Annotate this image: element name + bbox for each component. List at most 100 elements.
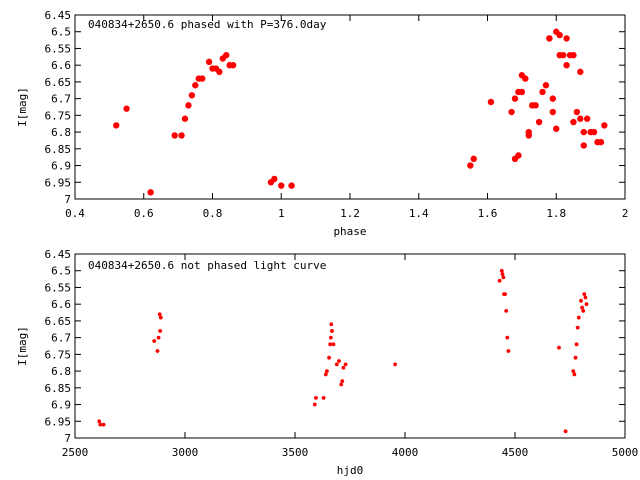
x-tick-label: 5000 (612, 446, 639, 459)
data-point (497, 278, 502, 283)
data-point (559, 51, 567, 59)
y-tick-label: 6.45 (45, 9, 72, 22)
data-point (205, 58, 213, 66)
x-tick-label: 1.6 (478, 207, 498, 220)
data-point (467, 162, 474, 169)
data-point (584, 302, 589, 307)
y-tick-label: 6.75 (45, 109, 72, 122)
data-point (570, 118, 577, 126)
data-point (343, 362, 348, 367)
y-tick-label: 6.65 (45, 76, 72, 89)
data-point (156, 335, 161, 340)
y-tick-label: 6.5 (51, 26, 71, 39)
x-tick-label: 2 (622, 207, 629, 220)
data-point (501, 275, 506, 280)
data-point (188, 92, 196, 99)
y-tick-label: 6.75 (45, 348, 72, 361)
y-tick-label: 6.7 (51, 332, 71, 345)
x-tick-label: 4000 (392, 446, 419, 459)
data-point (572, 372, 577, 377)
data-point (328, 335, 333, 340)
x-tick-label: 4500 (502, 446, 529, 459)
data-point (329, 322, 334, 327)
y-tick-label: 6.95 (45, 415, 72, 428)
data-point (181, 115, 189, 122)
y-tick-label: 6.45 (45, 248, 72, 261)
data-point (340, 379, 345, 384)
data-point (546, 35, 553, 42)
data-point (339, 382, 344, 387)
data-point (570, 51, 577, 59)
x-tick-label: 0.4 (65, 207, 85, 220)
y-tick-label: 6.9 (51, 160, 71, 173)
y-tick-label: 6.85 (45, 382, 72, 395)
data-point (549, 95, 557, 102)
data-point (278, 182, 285, 189)
data-point (580, 305, 584, 310)
data-point (500, 272, 505, 276)
data-point (178, 132, 185, 139)
data-point (158, 329, 163, 333)
data-point (579, 298, 583, 303)
data-point (511, 95, 519, 102)
x-tick-label: 1.4 (409, 207, 429, 220)
data-point (321, 395, 326, 400)
data-point (288, 182, 295, 189)
data-point (123, 105, 130, 112)
data-point (328, 342, 333, 347)
data-point (499, 268, 504, 273)
data-point (518, 88, 526, 96)
x-tick-label: 0.6 (134, 207, 154, 220)
data-point (152, 339, 157, 343)
data-point (192, 82, 199, 89)
data-point (577, 68, 584, 76)
y-tick-label: 6.55 (45, 281, 72, 294)
data-point (525, 132, 532, 139)
data-point (522, 75, 529, 82)
data-point (571, 369, 576, 373)
x-axis-label: phase (333, 225, 366, 238)
data-point (505, 335, 510, 340)
data-point (574, 342, 579, 347)
y-tick-label: 7 (64, 432, 71, 445)
y-tick-label: 6.7 (51, 93, 71, 106)
data-point (271, 175, 278, 183)
data-point (515, 152, 522, 159)
data-point (393, 362, 397, 367)
x-axis-label: hjd0 (337, 464, 364, 477)
data-point (583, 295, 588, 300)
data-point (323, 372, 328, 377)
y-tick-label: 6.85 (45, 143, 72, 156)
x-tick-label: 1.8 (546, 207, 566, 220)
data-point (576, 315, 581, 320)
data-point (216, 68, 223, 76)
data-point (577, 115, 584, 122)
data-point (113, 122, 120, 129)
data-point (341, 365, 346, 370)
data-point (314, 395, 318, 400)
data-point (337, 359, 341, 363)
data-point (581, 308, 586, 313)
data-point (327, 355, 331, 360)
data-point (334, 362, 339, 367)
data-point (590, 128, 598, 136)
data-point (563, 61, 570, 69)
data-point (98, 422, 103, 427)
data-point (101, 422, 106, 427)
x-tick-label: 3000 (172, 446, 199, 459)
data-point (158, 315, 163, 320)
y-tick-label: 6.6 (51, 59, 71, 72)
data-point (470, 155, 477, 163)
data-point (556, 31, 563, 39)
x-tick-label: 3500 (282, 446, 309, 459)
y-tick-label: 6.8 (51, 365, 71, 378)
data-point (573, 108, 581, 116)
data-point (508, 108, 515, 116)
data-point (185, 102, 192, 109)
data-point (312, 402, 317, 407)
data-point (157, 312, 162, 317)
data-point (573, 355, 578, 360)
data-point (147, 189, 154, 196)
data-point (325, 369, 329, 373)
unphased-plot: 2500 3000 3500 4000 4500 5000 6.45 6.5 6.55 6.6 6.… (16, 248, 638, 477)
